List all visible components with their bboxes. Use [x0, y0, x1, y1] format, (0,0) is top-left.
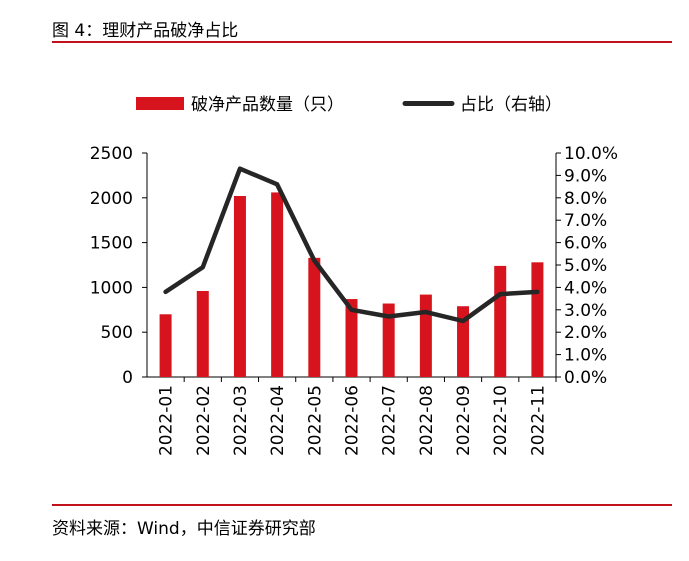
y-left-tick-label: 1000	[90, 278, 133, 298]
x-tick-label: 2022-01	[157, 385, 177, 456]
title-rule	[52, 41, 672, 43]
figure-title: 图 4：理财产品破净占比	[52, 21, 239, 41]
y-right-tick-label: 1.0%	[564, 346, 607, 366]
bar	[494, 265, 507, 377]
y-right-tick-label: 4.0%	[564, 278, 607, 298]
y-right-tick-label: 0.0%	[564, 368, 607, 388]
bar-series	[159, 192, 544, 377]
line-point	[425, 311, 427, 313]
y-left-tick-label: 2500	[90, 144, 133, 164]
x-tick-label: 2022-05	[305, 385, 325, 456]
x-tick-label: 2022-03	[231, 385, 251, 456]
x-tick-label: 2022-04	[268, 385, 288, 456]
y-right-tick-label: 7.0%	[564, 211, 607, 231]
bar	[308, 257, 321, 377]
line-point	[499, 293, 501, 295]
x-tick-label: 2022-06	[343, 385, 363, 456]
line-point	[276, 183, 278, 185]
line-point	[239, 168, 241, 170]
x-tick-label: 2022-08	[417, 385, 437, 456]
source-note: 资料来源：Wind，中信证券研究部	[52, 519, 316, 539]
legend-line-label: 占比（右轴）	[460, 95, 562, 115]
y-right-tick-label: 6.0%	[564, 234, 607, 254]
bar	[457, 306, 470, 377]
y-left-tick-label: 0	[122, 368, 133, 388]
x-tick-label: 2022-11	[528, 385, 548, 456]
y-right-tick-label: 8.0%	[564, 189, 607, 209]
line-point	[462, 320, 464, 322]
line-point	[536, 291, 538, 293]
line-point	[202, 266, 204, 268]
line-point	[313, 260, 315, 262]
y-right-tick-label: 9.0%	[564, 166, 607, 186]
x-tick-label: 2022-10	[491, 385, 511, 456]
y-right-tick-label: 2.0%	[564, 323, 607, 343]
bar	[159, 314, 172, 377]
x-tick-label: 2022-09	[454, 385, 474, 456]
x-tick-label: 2022-02	[194, 385, 214, 456]
y-left-tick-label: 1500	[90, 234, 133, 254]
line-point	[351, 309, 352, 311]
bar	[345, 299, 358, 377]
y-left-tick-label: 2000	[90, 189, 133, 209]
bar	[531, 262, 544, 377]
legend-bar-swatch	[136, 97, 184, 110]
y-right-tick-label: 10.0%	[564, 144, 618, 164]
bar	[419, 294, 432, 377]
line-point	[165, 291, 167, 293]
y-right-tick-label: 5.0%	[564, 256, 607, 276]
bar	[382, 303, 395, 377]
legend-bar-label: 破净产品数量（只）	[191, 95, 344, 115]
x-tick-label: 2022-07	[380, 385, 400, 456]
y-left-tick-label: 500	[101, 323, 133, 343]
y-right-tick-label: 3.0%	[564, 301, 607, 321]
line-series	[163, 166, 540, 324]
line-path	[163, 166, 540, 324]
bar	[233, 196, 246, 377]
legend: 破净产品数量（只） 占比（右轴）	[136, 95, 562, 115]
axes: 0 500 1000 1500 2000 2500 0.0%1.0% 2.0%3.0% 4.0%…	[90, 144, 618, 456]
source-rule	[52, 504, 672, 506]
bar	[271, 192, 284, 377]
line-point	[388, 316, 390, 318]
bar	[196, 290, 209, 377]
